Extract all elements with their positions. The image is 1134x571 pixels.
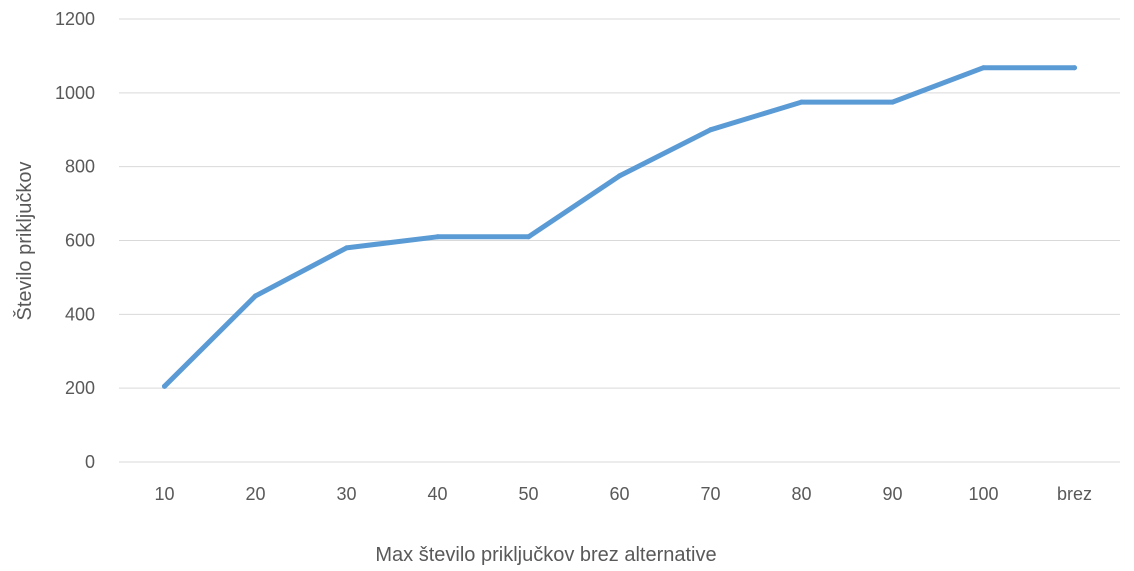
data-point (344, 245, 349, 251)
data-point (799, 99, 804, 105)
x-axis-tick-labels: 10 20 30 40 50 60 70 80 90 100 brez (154, 484, 1092, 504)
x-tick-label: 60 (609, 484, 629, 504)
x-tick-label: brez (1057, 484, 1092, 504)
x-tick-label: 30 (336, 484, 356, 504)
x-tick-label: 10 (154, 484, 174, 504)
data-point (162, 383, 167, 389)
x-axis-title: Max število priključkov brez alternative (375, 544, 716, 566)
data-point (253, 293, 258, 299)
data-point (435, 234, 440, 240)
x-tick-label: 80 (791, 484, 811, 504)
x-tick-label: 90 (882, 484, 902, 504)
y-axis-tick-labels: 0 200 400 600 800 1000 1200 (55, 9, 95, 472)
y-tick-label: 400 (65, 304, 95, 324)
x-tick-label: 40 (427, 484, 447, 504)
y-tick-label: 600 (65, 231, 95, 251)
x-tick-label: 70 (700, 484, 720, 504)
y-axis-title: Število priključkov (13, 162, 36, 321)
y-tick-label: 800 (65, 157, 95, 177)
y-tick-label: 1000 (55, 83, 95, 103)
y-tick-label: 0 (85, 452, 95, 472)
series-line (162, 65, 1077, 389)
y-tick-label: 200 (65, 378, 95, 398)
series-group (162, 65, 1077, 389)
gridlines (119, 18, 1120, 463)
data-point (981, 65, 986, 71)
data-point (708, 127, 713, 133)
data-point (1072, 65, 1077, 71)
data-point (890, 99, 895, 105)
data-point (617, 173, 622, 179)
x-tick-label: 100 (968, 484, 998, 504)
data-point (526, 234, 531, 240)
y-tick-label: 1200 (55, 9, 95, 29)
x-tick-label: 50 (518, 484, 538, 504)
x-tick-label: 20 (245, 484, 265, 504)
